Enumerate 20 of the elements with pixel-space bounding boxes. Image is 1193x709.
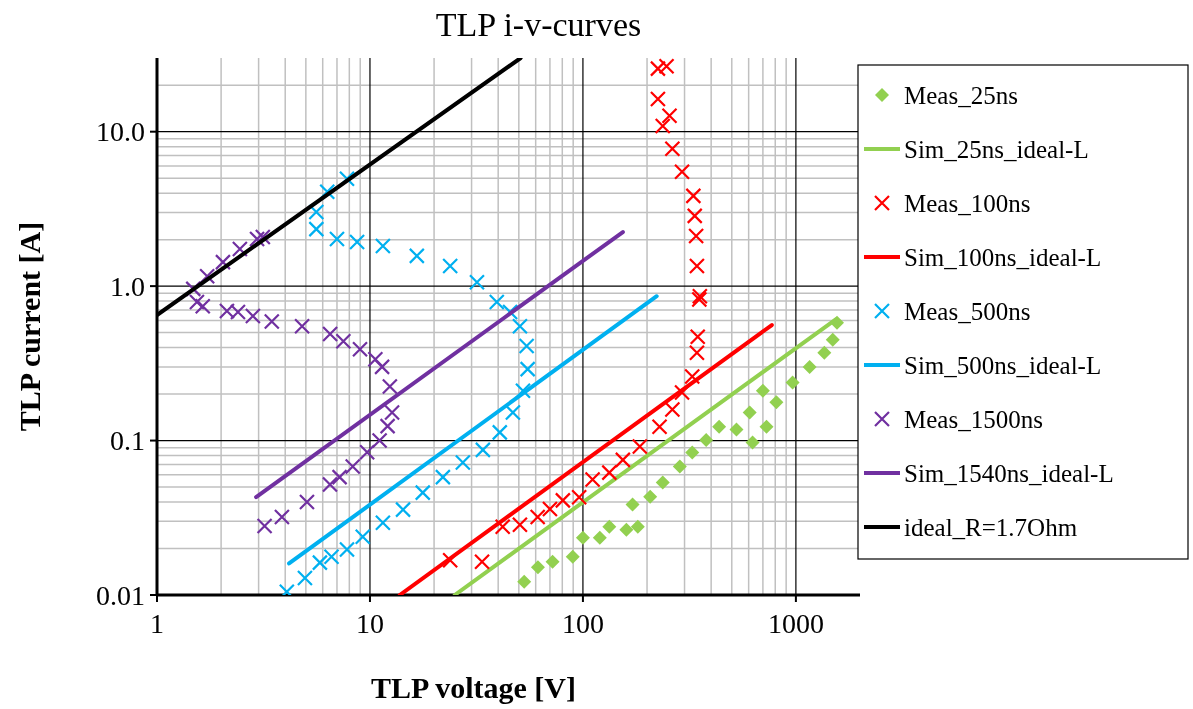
legend-label: Meas_100ns (904, 189, 1031, 217)
legend-label: Sim_25ns_ideal-L (904, 135, 1089, 163)
legend-label: Sim_500ns_ideal-L (904, 351, 1102, 379)
legend-label: Meas_25ns (904, 81, 1018, 109)
x-tick-label: 10 (355, 608, 384, 639)
legend-label: Sim_100ns_ideal-L (904, 243, 1102, 271)
x-axis-title: TLP voltage [V] (371, 671, 576, 704)
legend-label: ideal_R=1.7Ohm (904, 513, 1078, 541)
y-tick-label: 10.0 (96, 116, 145, 148)
x-tick-label: 100 (561, 608, 604, 639)
legend-label: Meas_500ns (904, 297, 1031, 325)
y-tick-label: 0.1 (110, 425, 145, 457)
y-tick-label: 0.01 (96, 579, 145, 611)
y-tick-label: 1.0 (110, 270, 145, 302)
x-tick-label: 1 (150, 608, 164, 639)
y-axis-title: TLP current [A] (13, 221, 46, 432)
x-tick-label: 1000 (767, 608, 824, 639)
chart-title: TLP i-v-curves (435, 6, 642, 43)
legend-label: Sim_1540ns_ideal-L (904, 459, 1114, 487)
legend-label: Meas_1500ns (904, 405, 1043, 433)
